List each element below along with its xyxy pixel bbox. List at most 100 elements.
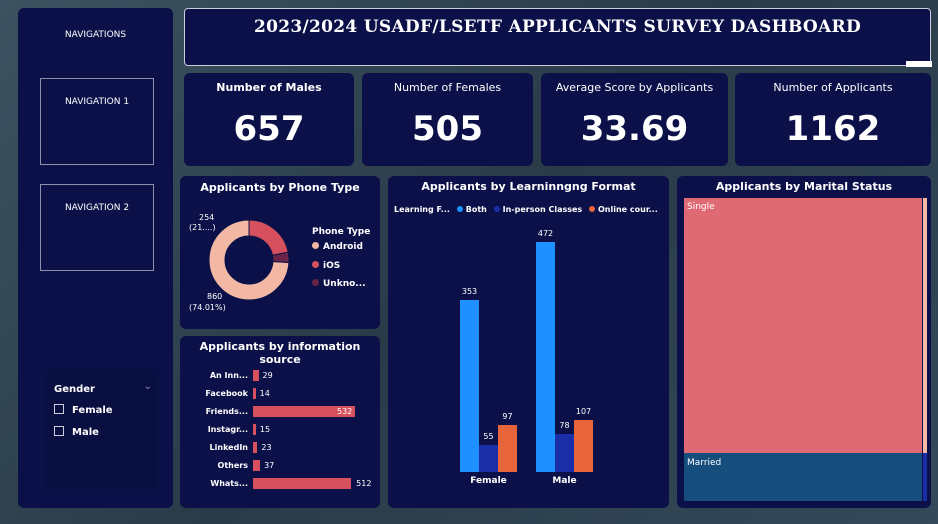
treemap-tile-married[interactable]: Married [684,453,922,501]
format-bar-value: 353 [461,286,478,296]
legend-label[interactable]: Online cour... [598,205,658,214]
source-bar-value: 14 [259,389,270,398]
kpi-card-applicants: Number of Applicants 1162 [735,73,931,166]
navigation-2-button[interactable]: NAVIGATION 2 [40,184,154,271]
legend-label[interactable]: Both [465,205,487,214]
checkbox-icon[interactable] [54,426,64,436]
kpi-label: Number of Males [216,81,322,94]
checkbox-icon[interactable] [54,404,64,414]
format-bar-value: 97 [502,411,513,421]
ios-value-label: 254 [199,213,215,222]
source-bar-value: 15 [259,425,271,434]
legend-label: Android [323,242,363,252]
legend-dot-icon [312,279,319,286]
donut-slice-ios[interactable] [248,219,289,256]
source-bar-value: 29 [262,371,273,380]
source-bar[interactable] [253,406,355,417]
sidebar: NAVIGATIONS NAVIGATION 1 NAVIGATION 2 Ge… [18,8,173,508]
navigation-2-label: NAVIGATION 2 [64,203,130,213]
source-bar-value: 37 [264,461,275,470]
legend-label: iOS [323,261,341,271]
format-bar-female[interactable] [479,445,498,472]
format-bar-female[interactable] [498,424,517,472]
source-category-label: Others [217,461,248,470]
sidebar-heading: NAVIGATIONS [64,30,127,40]
source-bar-value: 532 [337,407,353,416]
legend-dot-icon [493,206,500,212]
ios-percent-label: (21....) [189,223,216,232]
legend-dot-icon [589,206,595,212]
source-category-label: Instagr... [207,425,248,434]
source-category-label: Whats... [210,479,248,488]
chart-title: Applicants by Learninngng Format [421,180,636,193]
android-percent-label: (74.01%) [189,303,226,312]
gender-option-male[interactable]: Male [54,426,99,438]
legend-dot-icon [312,261,319,268]
source-bar[interactable] [253,424,256,435]
phone-legend-title: Phone Type [312,227,371,237]
source-bar[interactable] [253,478,352,489]
information-source-chart: Applicants by information source An Inn.… [180,336,380,508]
format-bar-female[interactable] [460,299,479,472]
kpi-card-males: Number of Males 657 [184,73,354,166]
treemap-label-married: Married [687,458,722,468]
kpi-value: 505 [412,109,483,149]
format-bar-value: 55 [483,432,494,442]
chart-title: Applicants by information source [199,340,361,366]
legend-item-ios[interactable]: iOS [312,261,340,271]
legend-item-unknown[interactable]: Unkno... [312,279,366,289]
format-bar-value: 78 [559,420,570,430]
dashboard-title: 2023/2024 USADF/LSETF APPLICANTS SURVEY … [253,17,861,37]
learning-format-legend: Learning F... Both In-person Classes Onl… [394,205,658,214]
format-category-label: Male [552,476,577,486]
gender-option-female[interactable]: Female [54,404,113,416]
donut-slice-unknown[interactable] [271,251,290,264]
gender-slicer: Gender ⌄ Female Male [46,370,158,490]
kpi-label: Number of Applicants [773,81,893,94]
legend-title: Learning F... [394,205,450,214]
treemap-tile-other[interactable] [923,198,927,473]
treemap-label-single: Single [687,202,715,212]
navigation-1-label: NAVIGATION 1 [64,97,130,107]
kpi-value: 1162 [785,109,881,149]
format-bar-value: 472 [537,229,554,238]
chevron-down-icon[interactable]: ⌄ [143,381,152,392]
legend-item-android[interactable]: Android [312,242,363,252]
kpi-label: Average Score by Applicants [555,81,714,94]
kpi-card-average-score: Average Score by Applicants 33.69 [541,73,728,166]
header-tab-marker [906,61,932,67]
treemap-tile-other-2[interactable] [923,453,927,501]
treemap-tile-single[interactable]: Single [684,198,922,473]
android-value-label: 860 [207,292,223,301]
legend-label[interactable]: In-person Classes [502,205,583,214]
format-category-label: Female [470,476,507,486]
format-bar-male[interactable] [555,433,574,472]
format-bar-value: 107 [575,406,592,416]
phone-type-chart: Applicants by Phone Type 254 (21....) 86… [180,176,380,329]
source-bar[interactable] [253,442,258,453]
chart-title: Applicants by Marital Status [715,180,893,193]
kpi-value: 33.69 [580,109,689,149]
source-bar-value: 512 [356,479,372,488]
phone-type-donut [208,219,290,301]
chart-title: Applicants by Phone Type [200,181,360,194]
gender-option-label: Male [72,427,99,438]
source-bar[interactable] [253,388,256,399]
source-bar[interactable] [253,370,259,381]
donut-slice-android[interactable] [208,219,290,301]
legend-dot-icon [312,242,319,249]
kpi-card-females: Number of Females 505 [362,73,533,166]
learning-format-chart: Applicants by Learninngng Format Learnin… [388,176,669,508]
source-category-label: Friends... [205,407,248,416]
source-bar[interactable] [253,460,261,471]
kpi-label: Number of Females [393,81,502,94]
format-bar-male[interactable] [574,419,593,472]
marital-status-chart: Applicants by Marital Status Single Marr… [677,176,931,508]
format-bar-male[interactable] [536,242,555,472]
legend-label: Unkno... [323,279,366,289]
navigation-1-button[interactable]: NAVIGATION 1 [40,78,154,165]
source-bar-value: 23 [261,443,272,452]
gender-slicer-title: Gender [54,384,95,395]
source-category-label: Facebook [205,389,248,398]
dashboard-header: 2023/2024 USADF/LSETF APPLICANTS SURVEY … [184,8,931,66]
